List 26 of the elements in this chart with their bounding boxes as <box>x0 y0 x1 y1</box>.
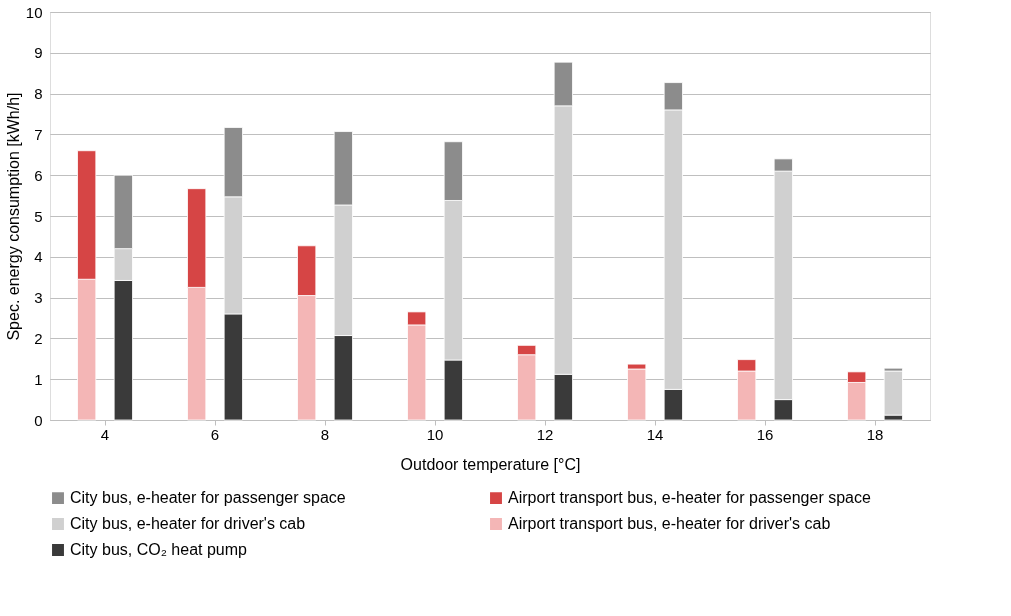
x-tick-label: 12 <box>536 425 554 443</box>
y-tick-label: 10 <box>25 3 43 21</box>
x-tick-label: 14 <box>646 425 664 443</box>
legend-label: Airport transport bus, e-heater for passenger space <box>508 489 871 507</box>
y-tick-label: 5 <box>34 207 43 225</box>
y-tick-label: 8 <box>34 85 43 103</box>
y-tick-label: 4 <box>34 248 43 266</box>
x-axis-title: Outdoor temperature [°C] <box>400 455 581 473</box>
y-tick-label: 9 <box>34 44 43 62</box>
legend-label: City bus, CO₂ heat pump <box>70 541 248 558</box>
y-tick-label: 2 <box>34 329 43 347</box>
y-tick-label: 6 <box>34 166 43 184</box>
legend-label: City bus, e-heater for passenger space <box>70 489 346 507</box>
y-axis-title: Spec. energy consumption [kWh/h] <box>4 92 22 341</box>
x-tick-label: 4 <box>100 425 110 443</box>
x-tick-label: 8 <box>320 425 330 443</box>
x-tick-label: 6 <box>210 425 220 443</box>
y-tick-label: 0 <box>34 411 43 429</box>
legend-label: City bus, e-heater for driver's cab <box>70 515 306 532</box>
y-tick-label: 7 <box>34 125 43 143</box>
y-tick-label: 1 <box>34 370 43 388</box>
x-tick-label: 10 <box>426 425 444 443</box>
x-tick-label: 18 <box>866 425 884 443</box>
x-tick-label: 16 <box>756 425 774 443</box>
legend-label: Airport transport bus, e-heater for driver's cab <box>508 515 831 532</box>
y-tick-label: 3 <box>34 289 43 307</box>
